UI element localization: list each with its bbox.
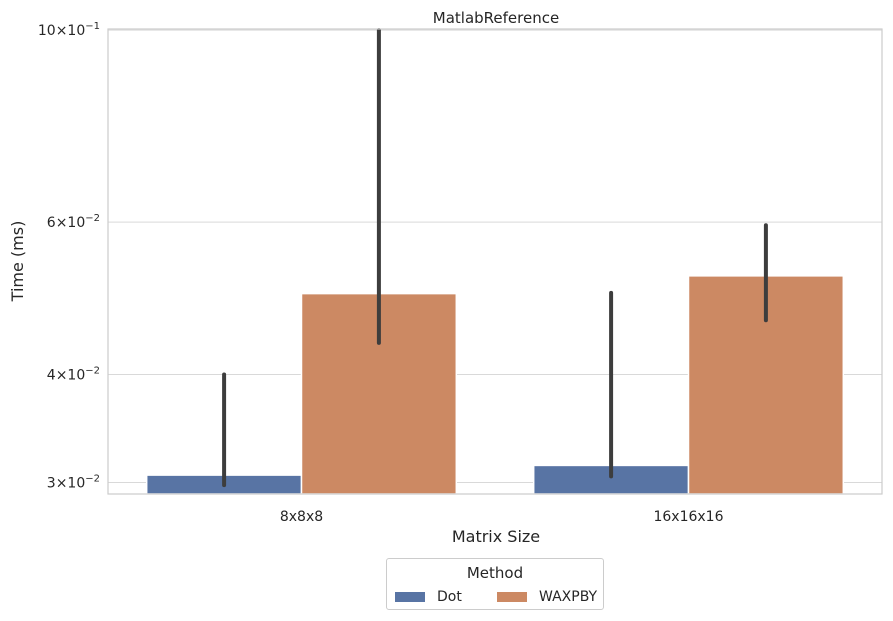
legend-item-dot: Dot bbox=[395, 588, 462, 606]
plot-frame bbox=[107, 28, 883, 495]
x-tick-label: 16x16x16 bbox=[653, 509, 723, 525]
x-axis-label: Matrix Size bbox=[452, 527, 540, 546]
y-tick-label: 6×10−2 bbox=[47, 213, 100, 231]
legend: Method Dot WAXPBY bbox=[386, 558, 604, 610]
y-tick-label: 4×10−2 bbox=[47, 365, 100, 383]
legend-swatch-waxpby bbox=[497, 592, 527, 602]
legend-swatch-dot bbox=[395, 592, 425, 602]
legend-item-waxpby: WAXPBY bbox=[497, 588, 597, 606]
legend-title: Method bbox=[466, 564, 524, 582]
y-axis-label: Time (ms) bbox=[8, 221, 27, 303]
legend-label-dot: Dot bbox=[437, 589, 462, 605]
y-tick-label: 3×10−2 bbox=[47, 474, 100, 492]
legend-label-waxpby: WAXPBY bbox=[539, 589, 598, 605]
error-bars bbox=[222, 28, 768, 488]
y-tick-labels: 3×10−2 4×10−2 6×10−2 10×10−1 bbox=[38, 21, 100, 491]
y-tick-label: 10×10−1 bbox=[38, 21, 100, 39]
x-tick-label: 8x8x8 bbox=[280, 509, 323, 525]
x-tick-labels: 8x8x8 16x16x16 bbox=[280, 509, 724, 525]
bars bbox=[145, 275, 845, 495]
chart-title: MatlabReference bbox=[433, 9, 559, 27]
